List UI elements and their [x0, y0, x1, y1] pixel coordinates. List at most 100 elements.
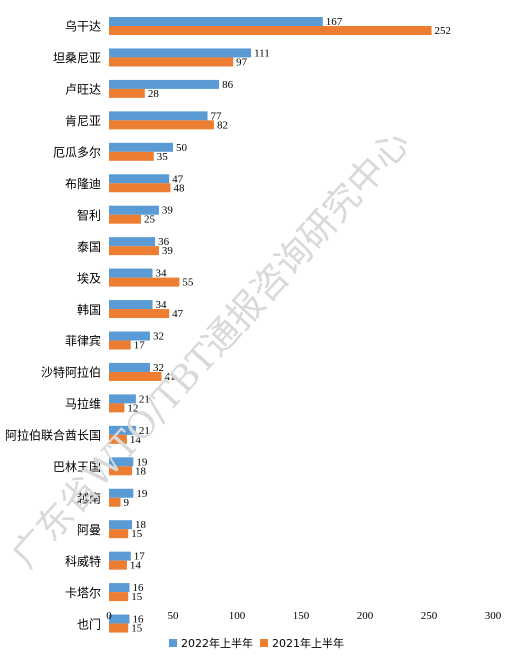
category-label: 卡塔尔 — [65, 585, 101, 600]
x-tick-label: 150 — [293, 610, 310, 622]
legend-label-2021: 2021年上半年 — [272, 636, 344, 650]
data-label: 36 — [158, 236, 170, 248]
data-label: 47 — [172, 173, 184, 185]
data-label: 17 — [134, 551, 146, 563]
data-label: 19 — [136, 488, 148, 500]
bar-2022 — [109, 268, 153, 278]
bar-2022 — [109, 205, 159, 215]
bar-2021 — [109, 466, 133, 476]
data-label: 15 — [131, 528, 143, 540]
category-label: 泰国 — [77, 240, 101, 254]
bar-2022 — [109, 583, 130, 593]
bar-2021 — [109, 560, 127, 570]
bar-2022 — [109, 300, 153, 310]
bar-2021 — [109, 623, 129, 633]
data-label: 28 — [148, 88, 160, 100]
data-label: 55 — [182, 277, 194, 289]
bar-2022 — [109, 425, 136, 435]
category-label: 坦桑尼亚 — [53, 51, 101, 65]
bar-2022 — [109, 17, 323, 26]
data-label: 48 — [173, 182, 185, 194]
bar-2021 — [109, 246, 159, 256]
x-tick-label: 300 — [485, 610, 502, 622]
bar-2021 — [109, 497, 121, 507]
x-tick-label: 200 — [357, 610, 374, 622]
bar-2022 — [109, 111, 208, 121]
bar-2021 — [109, 403, 125, 413]
bar-2021 — [109, 26, 432, 35]
bar-2022 — [109, 174, 170, 184]
bar-2021 — [109, 371, 162, 381]
category-label: 越南 — [77, 490, 101, 505]
data-label: 16 — [132, 614, 144, 626]
x-tick-label: 50 — [168, 610, 180, 622]
data-label: 41 — [164, 371, 175, 383]
category-label: 也门 — [77, 616, 101, 631]
category-label: 菲律宾 — [65, 333, 101, 348]
data-label: 111 — [254, 47, 270, 59]
category-label: 肯尼亚 — [65, 114, 101, 128]
legend-swatch-2021 — [260, 639, 268, 647]
data-label: 21 — [139, 425, 150, 437]
bar-2021 — [109, 434, 127, 444]
bar-2021 — [109, 151, 154, 161]
data-label: 21 — [139, 393, 150, 405]
category-label: 乌干达 — [65, 19, 101, 34]
data-label: 86 — [222, 79, 234, 91]
bar-2022 — [109, 457, 134, 467]
data-label: 15 — [131, 591, 143, 603]
data-label: 47 — [172, 308, 184, 320]
bar-2021 — [109, 183, 171, 193]
category-label: 沙特阿拉伯 — [41, 365, 101, 380]
data-label: 82 — [217, 119, 228, 131]
legend-swatch-2022 — [169, 639, 177, 647]
data-label: 18 — [135, 465, 147, 477]
bar-2022 — [109, 331, 150, 341]
bar-2021 — [109, 120, 214, 130]
data-label: 9 — [124, 497, 130, 509]
data-label: 39 — [162, 205, 174, 217]
data-label: 34 — [156, 268, 168, 280]
data-label: 97 — [236, 56, 248, 68]
data-label: 167 — [326, 16, 343, 28]
data-label: 32 — [153, 362, 164, 374]
bar-2021 — [109, 277, 180, 287]
category-label: 马拉维 — [65, 396, 101, 411]
bar-2022 — [109, 362, 150, 372]
data-label: 77 — [211, 110, 223, 122]
legend: 2022年上半年 2021年上半年 — [169, 636, 344, 650]
x-tick-label: 100 — [229, 610, 246, 622]
bar-2022 — [109, 48, 252, 58]
x-tick-label: 0 — [106, 610, 112, 622]
category-label: 阿曼 — [77, 523, 101, 537]
data-label: 32 — [153, 331, 164, 343]
bar-2022 — [109, 551, 131, 561]
data-label: 18 — [135, 519, 147, 531]
bar-2021 — [109, 57, 234, 67]
bar-2022 — [109, 614, 130, 624]
category-label: 巴林王国 — [53, 460, 101, 474]
bar-2021 — [109, 529, 129, 539]
data-label: 14 — [130, 434, 142, 446]
category-label: 阿拉伯联合酋长国 — [5, 428, 101, 443]
category-label: 厄瓜多尔 — [53, 145, 101, 160]
category-label: 卢旺达 — [65, 82, 101, 97]
bar-2022 — [109, 237, 156, 247]
bar-2021 — [109, 592, 129, 602]
bar-2022 — [109, 79, 220, 89]
bar-2022 — [109, 394, 136, 404]
category-label: 智利 — [77, 207, 101, 222]
x-axis: 0 50 100 150 200 250 300 — [106, 610, 502, 622]
category-label: 布隆迪 — [65, 176, 101, 191]
bar-2022 — [109, 520, 133, 530]
data-label: 17 — [134, 340, 146, 352]
data-label: 50 — [176, 142, 188, 154]
legend-label-2022: 2022年上半年 — [181, 636, 253, 650]
bar-2022 — [109, 488, 134, 498]
data-label: 14 — [130, 560, 142, 572]
data-label: 39 — [162, 245, 174, 257]
data-label: 16 — [132, 582, 144, 594]
category-label: 埃及 — [77, 271, 101, 285]
